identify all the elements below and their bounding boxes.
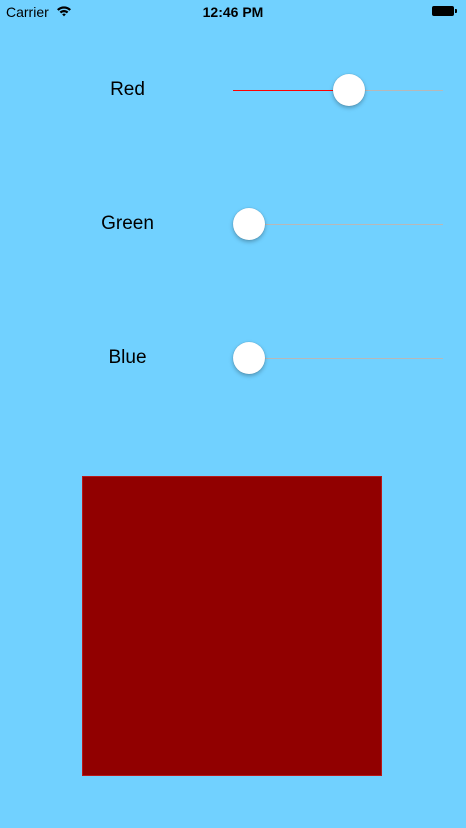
status-time: 12:46 PM <box>202 4 264 20</box>
blue-slider-thumb[interactable] <box>233 342 265 374</box>
carrier-label: Carrier <box>6 4 49 20</box>
red-slider-row: Red <box>0 70 466 110</box>
red-slider-fill <box>233 89 349 91</box>
green-slider[interactable] <box>233 204 443 244</box>
color-preview-square <box>82 476 382 776</box>
green-slider-track <box>233 223 443 225</box>
red-label: Red <box>110 79 145 100</box>
green-slider-thumb[interactable] <box>233 208 265 240</box>
wifi-icon <box>56 4 72 17</box>
red-slider-thumb[interactable] <box>332 74 365 106</box>
blue-slider-track <box>233 357 443 359</box>
green-label: Green <box>101 213 154 234</box>
blue-slider-row: Blue <box>0 338 466 378</box>
red-slider[interactable] <box>233 70 443 110</box>
blue-slider[interactable] <box>233 338 443 378</box>
status-bar: Carrier 12:46 PM <box>0 0 466 24</box>
battery-icon <box>432 6 458 16</box>
blue-label: Blue <box>108 347 147 368</box>
green-slider-row: Green <box>0 204 466 244</box>
